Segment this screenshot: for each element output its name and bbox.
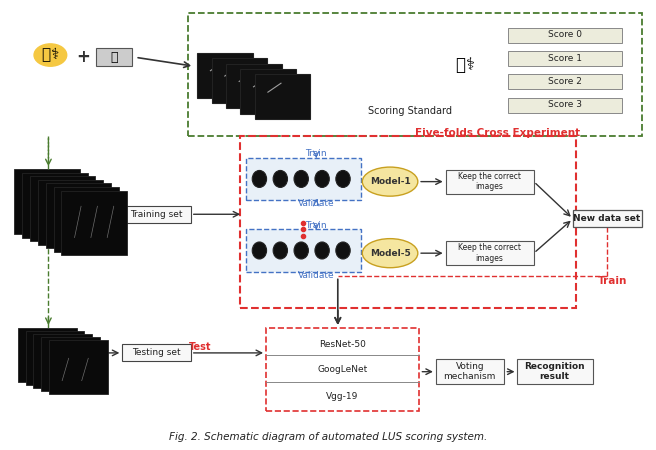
FancyBboxPatch shape [30, 176, 96, 241]
FancyBboxPatch shape [14, 169, 80, 234]
FancyBboxPatch shape [247, 230, 361, 272]
Ellipse shape [294, 171, 308, 188]
Text: Validate: Validate [298, 270, 335, 279]
FancyBboxPatch shape [49, 340, 108, 394]
FancyBboxPatch shape [212, 58, 267, 103]
FancyBboxPatch shape [508, 74, 622, 90]
FancyBboxPatch shape [508, 28, 622, 43]
FancyBboxPatch shape [22, 173, 88, 238]
FancyBboxPatch shape [46, 184, 111, 248]
Text: 👨‍⚕️: 👨‍⚕️ [456, 56, 475, 74]
FancyBboxPatch shape [226, 63, 281, 108]
Text: Score 3: Score 3 [548, 100, 582, 109]
FancyBboxPatch shape [41, 337, 100, 391]
FancyBboxPatch shape [122, 206, 191, 223]
FancyBboxPatch shape [508, 98, 622, 113]
Ellipse shape [315, 171, 329, 188]
Text: Score 1: Score 1 [548, 54, 582, 63]
FancyBboxPatch shape [62, 190, 127, 256]
Text: 🖥: 🖥 [110, 51, 117, 64]
Text: 👨‍⚕️: 👨‍⚕️ [42, 48, 59, 63]
FancyBboxPatch shape [33, 334, 92, 388]
FancyBboxPatch shape [96, 48, 132, 66]
FancyBboxPatch shape [445, 170, 534, 194]
FancyBboxPatch shape [445, 241, 534, 265]
Text: Score 2: Score 2 [548, 77, 582, 86]
Ellipse shape [273, 171, 287, 188]
FancyBboxPatch shape [255, 74, 310, 119]
Ellipse shape [252, 171, 266, 188]
Text: Scoring Standard: Scoring Standard [367, 106, 451, 116]
FancyBboxPatch shape [38, 180, 103, 245]
FancyBboxPatch shape [54, 187, 119, 252]
Ellipse shape [362, 167, 418, 196]
Text: Model-5: Model-5 [370, 249, 411, 258]
Text: Validate: Validate [298, 199, 335, 208]
FancyBboxPatch shape [18, 328, 77, 382]
Ellipse shape [336, 242, 350, 259]
FancyBboxPatch shape [241, 69, 296, 114]
Text: ResNet-50: ResNet-50 [319, 340, 366, 349]
FancyBboxPatch shape [508, 51, 622, 66]
Text: Recognition
result: Recognition result [524, 362, 585, 382]
FancyBboxPatch shape [197, 53, 253, 98]
FancyBboxPatch shape [26, 331, 85, 385]
Text: Test: Test [190, 342, 212, 351]
Text: Train: Train [306, 221, 327, 230]
Text: Fig. 2. Schematic diagram of automated LUS scoring system.: Fig. 2. Schematic diagram of automated L… [169, 432, 487, 442]
Text: Vgg-19: Vgg-19 [326, 392, 359, 401]
FancyBboxPatch shape [436, 359, 504, 384]
Text: +: + [76, 48, 90, 66]
Text: Voting
mechanism: Voting mechanism [443, 362, 496, 382]
Text: Training set: Training set [130, 210, 182, 219]
Ellipse shape [273, 242, 287, 259]
Ellipse shape [336, 171, 350, 188]
Ellipse shape [315, 242, 329, 259]
Text: Five-folds Cross Experiment: Five-folds Cross Experiment [415, 128, 581, 138]
Ellipse shape [252, 242, 266, 259]
Circle shape [34, 44, 67, 66]
Text: Train: Train [598, 276, 627, 286]
Text: GoogLeNet: GoogLeNet [318, 364, 367, 373]
FancyBboxPatch shape [247, 158, 361, 200]
FancyBboxPatch shape [573, 210, 642, 227]
Text: Score 0: Score 0 [548, 31, 582, 40]
Ellipse shape [362, 238, 418, 268]
Text: Model-1: Model-1 [370, 177, 411, 186]
Text: Train: Train [306, 149, 327, 158]
Text: Keep the correct
images: Keep the correct images [458, 243, 521, 263]
Text: Keep the correct
images: Keep the correct images [458, 172, 521, 191]
FancyBboxPatch shape [122, 344, 191, 361]
Text: Testing set: Testing set [132, 348, 180, 357]
Text: New data set: New data set [573, 214, 640, 223]
Ellipse shape [294, 242, 308, 259]
FancyBboxPatch shape [518, 359, 592, 384]
